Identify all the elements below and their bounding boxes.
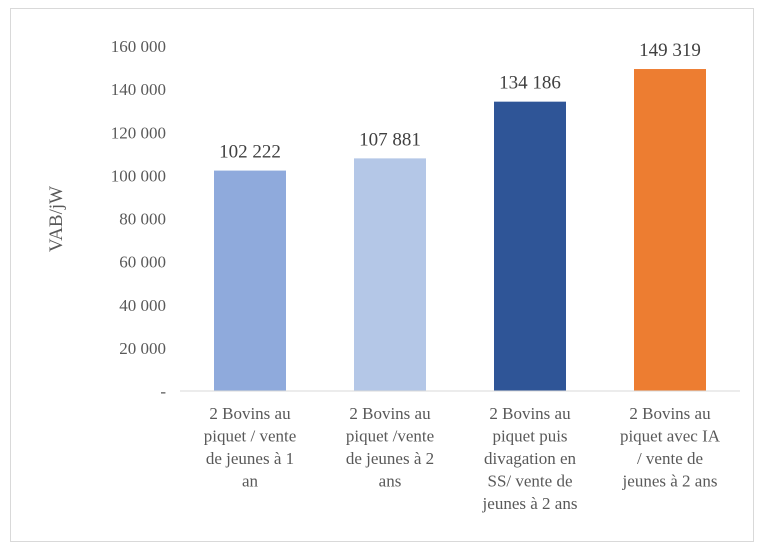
y-axis-label: VAB/jW xyxy=(46,186,67,252)
bar-value-label: 149 319 xyxy=(639,40,701,61)
bar xyxy=(634,69,706,391)
y-tick-label: 160 000 xyxy=(111,37,166,56)
y-tick-label: 60 000 xyxy=(119,253,166,272)
category-label: 2 Bovins au xyxy=(209,404,291,423)
category-label: de jeunes à 2 xyxy=(346,449,434,468)
bar xyxy=(494,101,566,391)
y-tick-label: 100 000 xyxy=(111,166,166,185)
category-label: de jeunes à 1 xyxy=(206,449,294,468)
category-label: piquet / vente xyxy=(204,427,297,446)
y-tick-label: 120 000 xyxy=(111,123,166,142)
category-labels: 2 Bovins au piquet / vente de jeunes à 1 an… xyxy=(204,404,721,513)
category-label: SS/ vente de xyxy=(488,472,573,491)
bar xyxy=(354,158,426,391)
bars xyxy=(214,69,706,391)
y-tick-label: - xyxy=(160,382,166,401)
category-label: / vente de xyxy=(637,449,703,468)
bar-value-label: 102 222 xyxy=(219,142,281,163)
bar-value-label: 107 881 xyxy=(359,129,421,150)
category-label: piquet puis xyxy=(492,427,567,446)
category-label: ans xyxy=(379,472,402,491)
category-label: piquet avec IA xyxy=(620,427,721,446)
y-tick-label: 20 000 xyxy=(119,339,166,358)
y-axis-ticks: - 20 000 40 000 60 000 80 000 100 000 120 000 1… xyxy=(111,37,167,401)
category-label: 2 Bovins au xyxy=(489,404,571,423)
y-tick-label: 140 000 xyxy=(111,80,166,99)
bar xyxy=(214,170,286,391)
category-label: 2 Bovins au xyxy=(629,404,711,423)
category-label: an xyxy=(242,472,259,491)
bar-value-label: 134 186 xyxy=(499,73,561,94)
category-label: jeunes à 2 ans xyxy=(482,494,578,513)
category-label: jeunes à 2 ans xyxy=(622,472,718,491)
data-labels: 102 222 107 881 134 186 149 319 xyxy=(219,40,701,163)
y-tick-label: 80 000 xyxy=(119,210,166,229)
category-label: piquet /vente xyxy=(346,427,434,446)
category-label: 2 Bovins au xyxy=(349,404,431,423)
category-label: divagation en xyxy=(484,449,577,468)
y-tick-label: 40 000 xyxy=(119,296,166,315)
